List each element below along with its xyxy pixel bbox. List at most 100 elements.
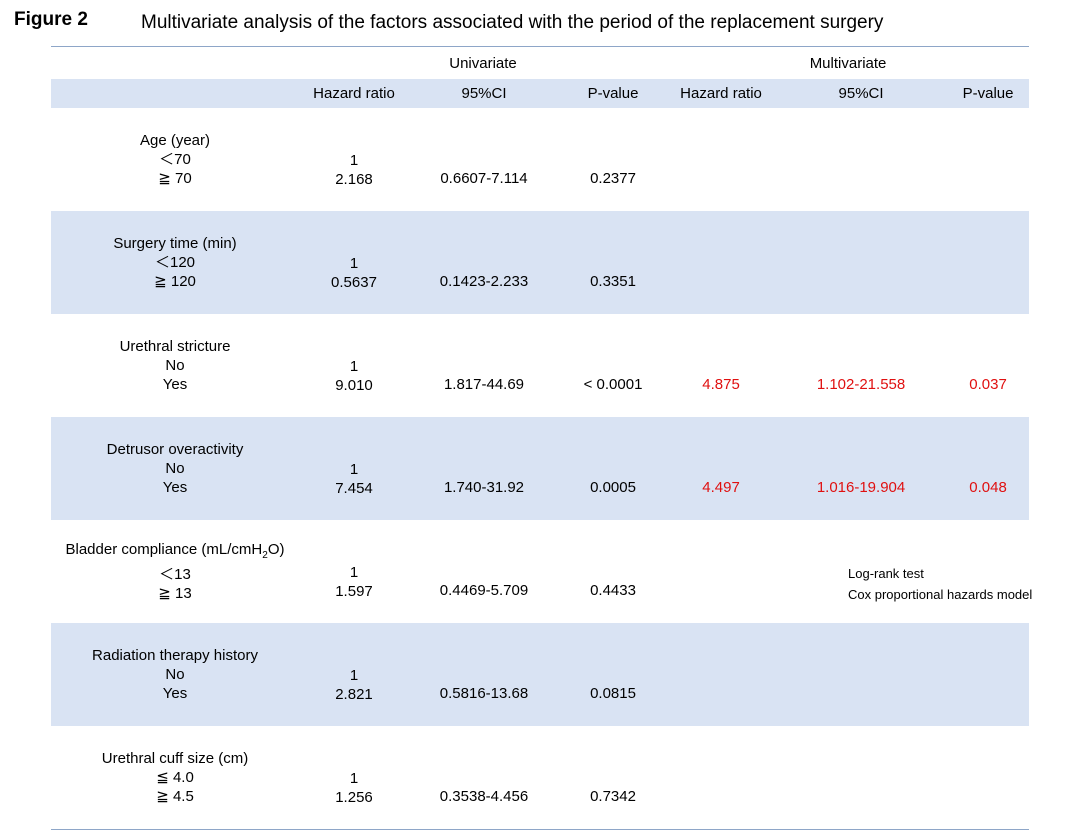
- uni-hr-cell: 1 1.597: [299, 520, 409, 623]
- group-header-empty: [51, 46, 299, 79]
- factor-label: Urethral stricture: [119, 338, 231, 355]
- multi-hr-cell: [667, 623, 776, 726]
- level-label: No: [165, 460, 185, 477]
- multi-hr-cell: [667, 726, 776, 830]
- uni-ci-cell: 1.740-31.92: [409, 417, 559, 520]
- uni-hr-cell: 1 1.256: [299, 726, 409, 830]
- factor-label: Surgery time (min): [113, 235, 237, 252]
- uni-hr-cell: 1 9.010: [299, 314, 409, 417]
- uni-hr-cell: 1 0.5637: [299, 211, 409, 314]
- level-label: ≦ 4.0: [156, 769, 194, 786]
- uni-p-cell: < 0.0001: [583, 376, 643, 393]
- uni-hr-reference: 1: [349, 563, 359, 581]
- multi-p-cell: [947, 211, 1030, 314]
- footnote-cox: Cox proportional hazards model: [848, 587, 1033, 602]
- factor-cell: Radiation therapy history No Yes: [51, 623, 299, 726]
- multi-hr-cell: [667, 211, 776, 314]
- factor-label: Urethral cuff size (cm): [101, 750, 249, 767]
- uni-hr-value: 1.597: [335, 582, 373, 600]
- multi-ci-cell: 1.102-21.558: [816, 376, 906, 393]
- uni-p-cell: 0.0005: [559, 417, 668, 520]
- multi-ci-cell: [775, 726, 948, 830]
- multi-hr-cell: [667, 108, 775, 211]
- factor-label: Radiation therapy history: [92, 647, 258, 664]
- column-header-multi-p: P-value: [947, 79, 1030, 108]
- uni-hr-reference: 1: [349, 460, 359, 478]
- table-row: Urethral stricture No Yes 1 9.010 1.817-…: [51, 314, 1029, 417]
- multi-ci-cell: [775, 108, 947, 211]
- level-label: Yes: [162, 479, 188, 496]
- level-label: ≧ 70: [158, 170, 192, 187]
- column-header-row: Hazard ratio 95%CI P-value Hazard ratio …: [51, 79, 1030, 108]
- figure-title: Multivariate analysis of the factors ass…: [141, 12, 884, 33]
- uni-hr-value: 7.454: [335, 479, 373, 497]
- multi-p-cell: [947, 726, 1030, 830]
- uni-ci-cell: 0.3538-4.456: [409, 726, 559, 830]
- factor-cell: Age (year) ＜70 ≧ 70: [51, 108, 299, 211]
- level-label: No: [165, 357, 185, 374]
- factor-label: Detrusor overactivity: [106, 441, 244, 458]
- level-label: ＜13: [159, 566, 191, 583]
- uni-ci-cell: 0.4469-5.709: [439, 582, 529, 599]
- results-table: Univariate Multivariate Hazard ratio 95%…: [51, 46, 1030, 830]
- uni-p-cell: 0.4433: [590, 582, 636, 599]
- uni-ci-cell: 0.6607-7.114: [440, 170, 528, 187]
- multi-p-cell: [947, 623, 1030, 726]
- multi-p-cell: [947, 520, 1029, 623]
- multi-hr-cell: 4.875: [702, 376, 740, 393]
- uni-hr-value: 2.821: [335, 685, 373, 703]
- factor-cell: Urethral cuff size (cm) ≦ 4.0 ≧ 4.5: [51, 726, 299, 830]
- uni-hr-reference: 1: [349, 254, 359, 272]
- multi-hr-cell: [667, 520, 775, 623]
- figure-label: Figure 2: [14, 9, 88, 30]
- multi-p-cell: 0.048: [947, 417, 1030, 520]
- column-header-factor: [51, 79, 299, 108]
- uni-p-cell: 0.7342: [559, 726, 668, 830]
- multi-ci-cell: 1.016-19.904: [775, 417, 948, 520]
- uni-hr-reference: 1: [349, 769, 359, 787]
- uni-ci-cell: 1.817-44.69: [443, 376, 525, 393]
- footnote-log-rank: Log-rank test: [848, 566, 924, 581]
- factor-cell: Bladder compliance (mL/cmH2O) ＜13 ≧ 13: [51, 520, 299, 623]
- uni-ci-cell: 0.1423-2.233: [409, 211, 559, 314]
- table-row: Detrusor overactivity No Yes 1 7.454 1.7…: [51, 417, 1030, 520]
- group-header-univariate: Univariate: [299, 46, 668, 79]
- uni-p-cell: 0.3351: [559, 211, 668, 314]
- column-header-multi-hr: Hazard ratio: [667, 79, 776, 108]
- results-table-container: Univariate Multivariate Hazard ratio 95%…: [51, 46, 1030, 830]
- column-header-uni-p: P-value: [559, 79, 668, 108]
- column-header-uni-hr: Hazard ratio: [299, 79, 409, 108]
- column-header-multi-ci: 95%CI: [775, 79, 948, 108]
- uni-hr-cell: 1 7.454: [299, 417, 409, 520]
- uni-hr-value: 1.256: [335, 788, 373, 806]
- table-row: Bladder compliance (mL/cmH2O) ＜13 ≧ 13 1…: [51, 520, 1029, 623]
- multi-p-cell: 0.037: [969, 376, 1007, 393]
- multi-ci-cell: [775, 623, 948, 726]
- uni-p-cell: 0.2377: [590, 170, 636, 187]
- level-label: Yes: [162, 376, 188, 393]
- uni-hr-reference: 1: [349, 666, 359, 684]
- level-label: ＜120: [154, 254, 196, 271]
- uni-hr-value: 9.010: [335, 376, 373, 394]
- factor-cell: Urethral stricture No Yes: [51, 314, 299, 417]
- uni-hr-value: 0.5637: [331, 273, 377, 291]
- uni-hr-reference: 1: [349, 357, 359, 375]
- uni-ci-cell: 0.5816-13.68: [409, 623, 559, 726]
- table-row: Urethral cuff size (cm) ≦ 4.0 ≧ 4.5 1 1.…: [51, 726, 1030, 830]
- level-label: ≧ 120: [154, 273, 196, 290]
- multi-ci-cell: [775, 211, 948, 314]
- uni-hr-cell: 1 2.821: [299, 623, 409, 726]
- level-label: Yes: [162, 685, 188, 702]
- uni-hr-value: 2.168: [335, 170, 373, 188]
- table-row: Age (year) ＜70 ≧ 70 1 2.168 0.6607-7.114…: [51, 108, 1029, 211]
- group-header-row: Univariate Multivariate: [51, 46, 1030, 79]
- factor-label: Age (year): [139, 132, 211, 149]
- factor-label: Bladder compliance (mL/cmH2O): [65, 541, 285, 561]
- table-row: Surgery time (min) ＜120 ≧ 120 1 0.5637 0…: [51, 211, 1030, 314]
- level-label: ≧ 13: [158, 585, 192, 602]
- table-row: Radiation therapy history No Yes 1 2.821…: [51, 623, 1030, 726]
- uni-p-cell: 0.0815: [559, 623, 668, 726]
- uni-hr-cell: 1 2.168: [299, 108, 409, 211]
- column-header-uni-ci: 95%CI: [409, 79, 559, 108]
- uni-hr-reference: 1: [349, 151, 359, 169]
